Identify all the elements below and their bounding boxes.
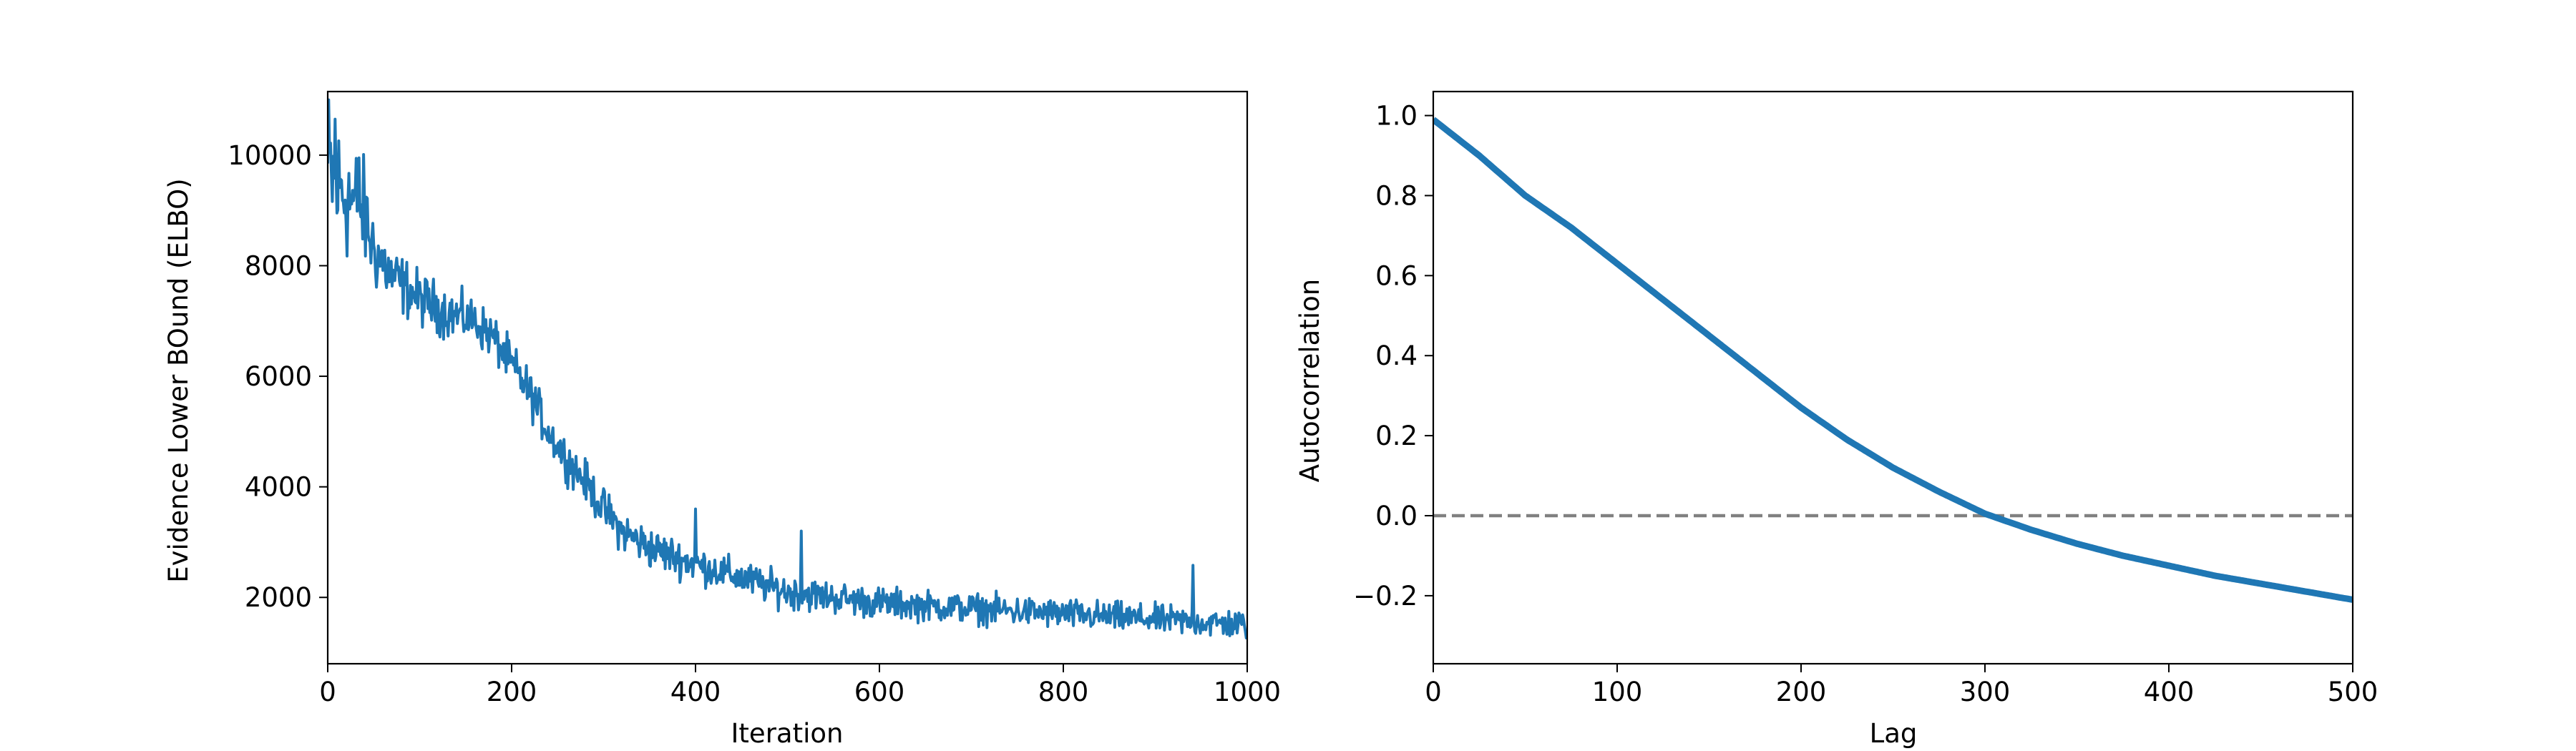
elbo-plot-area <box>328 98 1247 639</box>
elbo-y-axis-label: Evidence Lower BOund (ELBO) <box>163 178 194 582</box>
x-tick-label: 0 <box>1425 677 1442 707</box>
y-tick-label: 8000 <box>245 250 312 281</box>
autocorrelation-panel: 0 100 200 300 400 500 −0.2 0.0 0.2 0.4 0.6 0.8 1.0 L… <box>1294 90 2379 749</box>
x-tick-label: 100 <box>1592 677 1643 707</box>
elbo-trace-panel: 0 200 400 600 800 1000 2000 4000 6000 8000 10000 I… <box>163 90 1281 749</box>
y-tick-label: 0.0 <box>1375 501 1418 531</box>
x-tick-label: 200 <box>1776 677 1827 707</box>
axes-frame <box>326 90 1249 665</box>
y-tick-label: 6000 <box>245 361 312 392</box>
x-tick-label: 0 <box>319 677 336 707</box>
x-tick-label: 600 <box>854 677 905 707</box>
autocorrelation-series-line <box>1433 117 2353 603</box>
elbo-x-axis-label: Iteration <box>731 718 844 749</box>
y-tick-label: 0.4 <box>1375 340 1418 371</box>
y-tick-label: 0.2 <box>1375 421 1418 451</box>
y-tick-label: 1.0 <box>1375 101 1418 132</box>
y-tick-label: −0.2 <box>1353 581 1418 612</box>
autocorrelation-y-axis-label: Autocorrelation <box>1294 279 1325 482</box>
y-tick-label: 0.6 <box>1375 260 1418 291</box>
x-tick-label: 800 <box>1038 677 1089 707</box>
x-tick-label: 1000 <box>1214 677 1281 707</box>
y-tick-label: 10000 <box>228 140 312 171</box>
y-tick-label: 0.8 <box>1375 180 1418 211</box>
elbo-axes: 0 200 400 600 800 1000 2000 4000 6000 8000 10000 <box>228 90 1281 707</box>
elbo-series-line <box>328 98 1247 639</box>
autocorrelation-x-axis-label: Lag <box>1870 718 1918 749</box>
autocorrelation-axes: 0 100 200 300 400 500 −0.2 0.0 0.2 0.4 0.6 0.8 1.0 <box>1353 90 2379 707</box>
y-tick-label: 4000 <box>245 472 312 503</box>
x-tick-label: 400 <box>2144 677 2195 707</box>
x-tick-label: 400 <box>670 677 721 707</box>
x-tick-label: 300 <box>1960 677 2011 707</box>
y-tick-label: 2000 <box>245 582 312 613</box>
autocorrelation-plot-area <box>1433 117 2353 603</box>
x-tick-label: 500 <box>2328 677 2379 707</box>
x-tick-label: 200 <box>487 677 537 707</box>
axes-frame <box>1432 90 2354 665</box>
